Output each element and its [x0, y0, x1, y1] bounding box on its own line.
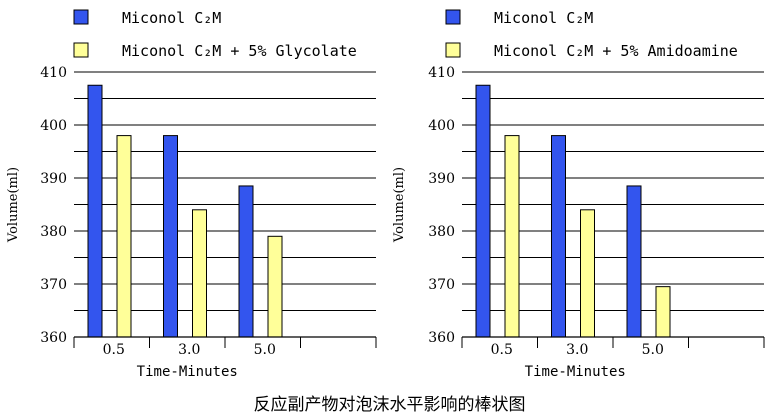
- chart-right: Miconol C₂M Miconol C₂M + 5% Amidoamine 36…: [392, 9, 765, 380]
- y-axis-label: Volume(ml): [6, 167, 21, 243]
- bar-1-5.0: [238, 185, 254, 338]
- y-tick-label: 410: [40, 65, 67, 81]
- legend-label-1: Miconol C₂M: [494, 9, 593, 27]
- legend-label-1: Miconol C₂M: [122, 9, 221, 27]
- x-axis-label: Time-Minutes: [137, 364, 238, 380]
- bar-1-3.0: [551, 135, 566, 338]
- y-tick-label: 390: [428, 171, 455, 187]
- y-axis-label: Volume(ml): [392, 167, 407, 243]
- bar-1-0.5: [475, 84, 491, 338]
- y-tick-label: 370: [428, 277, 455, 293]
- bar-2-3.0: [192, 209, 207, 338]
- bar-2-3.0: [580, 209, 595, 338]
- bar-2-5.0: [267, 235, 283, 338]
- figure: Miconol C₂M Miconol C₂M + 5% Glycolate 360…: [6, 9, 765, 380]
- legend-label-2: Miconol C₂M + 5% Amidoamine: [494, 42, 738, 60]
- bar-2-0.5: [116, 135, 132, 338]
- x-tick-label: 5.0: [642, 342, 664, 358]
- x-tick-label: 0.5: [103, 342, 125, 358]
- x-axis-label: Time-Minutes: [525, 364, 626, 380]
- bar-1-3.0: [163, 135, 178, 338]
- x-tick-label: 3.0: [178, 342, 200, 358]
- legend-swatch-2: [73, 42, 89, 58]
- y-tick-label: 370: [40, 277, 67, 293]
- legend-swatch-1: [73, 9, 89, 25]
- bar-2-0.5: [504, 135, 520, 338]
- figure-caption: 反应副产物对泡沫水平影响的棒状图: [253, 395, 526, 415]
- y-tick-label: 390: [40, 171, 67, 187]
- y-tick-label: 410: [428, 65, 455, 81]
- bar-1-0.5: [87, 84, 103, 338]
- legend-swatch-1: [445, 9, 461, 25]
- legend-label-2: Miconol C₂M + 5% Glycolate: [122, 42, 357, 60]
- y-tick-label: 400: [40, 118, 67, 134]
- x-tick-label: 0.5: [491, 342, 513, 358]
- x-tick-label: 3.0: [566, 342, 588, 358]
- bar-1-5.0: [626, 185, 642, 338]
- chart-left: Miconol C₂M Miconol C₂M + 5% Glycolate 360…: [6, 9, 377, 380]
- bar-2-5.0: [655, 286, 671, 338]
- x-tick-label: 5.0: [254, 342, 276, 358]
- y-tick-label: 360: [40, 330, 67, 346]
- y-tick-label: 380: [40, 224, 67, 240]
- y-tick-label: 400: [428, 118, 455, 134]
- y-tick-label: 360: [428, 330, 455, 346]
- legend-swatch-2: [445, 42, 461, 58]
- y-tick-label: 380: [428, 224, 455, 240]
